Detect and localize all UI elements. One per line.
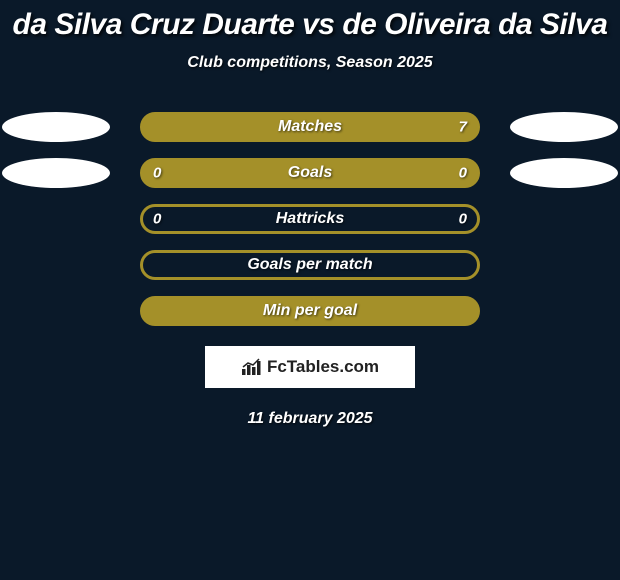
logo-box: FcTables.com [205, 346, 415, 388]
stat-label: Matches [278, 118, 342, 136]
stat-bar: 0 Hattricks 0 [140, 204, 480, 234]
stat-row: 0 Hattricks 0 [0, 204, 620, 234]
stat-label: Hattricks [276, 210, 344, 228]
comparison-subtitle: Club competitions, Season 2025 [0, 54, 620, 72]
stat-value-right: 7 [459, 119, 467, 136]
comparison-title: da Silva Cruz Duarte vs de Oliveira da S… [0, 8, 620, 42]
logo: FcTables.com [241, 357, 379, 377]
stat-value-right: 0 [459, 211, 467, 228]
spacer [2, 204, 110, 234]
player-left-marker [2, 158, 110, 188]
stat-value-right: 0 [459, 165, 467, 182]
logo-text: FcTables.com [267, 357, 379, 377]
spacer [2, 296, 110, 326]
spacer [510, 204, 618, 234]
player-right-marker [510, 158, 618, 188]
spacer [510, 250, 618, 280]
date-label: 11 february 2025 [0, 410, 620, 428]
stat-rows: Matches 7 0 Goals 0 0 Hattricks 0 Goals per matc… [0, 112, 620, 326]
spacer [2, 250, 110, 280]
stat-row: 0 Goals 0 [0, 158, 620, 188]
stat-label: Goals [288, 164, 332, 182]
stat-row: Matches 7 [0, 112, 620, 142]
stat-bar: 0 Goals 0 [140, 158, 480, 188]
bar-chart-icon [241, 358, 263, 376]
player-right-marker [510, 112, 618, 142]
stat-label: Goals per match [247, 256, 372, 274]
stat-row: Goals per match [0, 250, 620, 280]
stat-bar: Matches 7 [140, 112, 480, 142]
stat-bar: Goals per match [140, 250, 480, 280]
stat-value-left: 0 [153, 165, 161, 182]
stat-value-left: 0 [153, 211, 161, 228]
stat-label: Min per goal [263, 302, 357, 320]
spacer [510, 296, 618, 326]
player-left-marker [2, 112, 110, 142]
stat-bar: Min per goal [140, 296, 480, 326]
stat-row: Min per goal [0, 296, 620, 326]
